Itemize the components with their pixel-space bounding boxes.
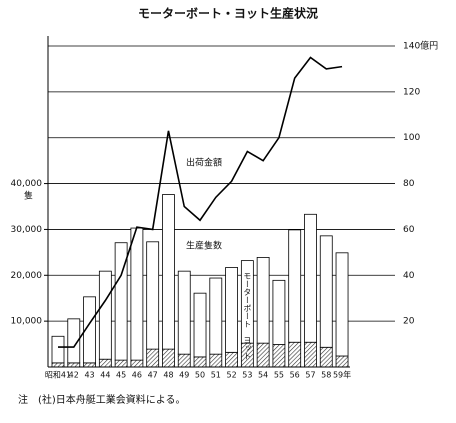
bar-segment — [319, 235, 333, 348]
y2-tick-label: 60 — [403, 225, 415, 235]
y2-tick-label: 20 — [403, 317, 415, 327]
x-tick-label: 53 — [242, 371, 252, 380]
bar-segment — [146, 241, 160, 350]
x-tick-label: 49 — [179, 371, 189, 380]
x-tick-label: 52 — [226, 371, 236, 380]
x-tick-label: 59年 — [333, 370, 351, 380]
y-label: 隻 — [24, 190, 33, 202]
bar-segment — [177, 270, 191, 355]
series-label: モーターボート — [243, 272, 252, 328]
x-tick-label: 44 — [100, 371, 110, 380]
x-tick-label: 51 — [211, 371, 221, 380]
chart-title: モーターボート・ヨット生産状況 — [138, 6, 318, 21]
y-tick-label: 10,000 — [11, 317, 43, 327]
y-tick-label: 40,000 — [11, 179, 43, 189]
x-tick-label: 43 — [84, 371, 94, 380]
bar-segment — [304, 213, 317, 343]
bar-segment — [83, 296, 96, 364]
bar-segment — [177, 353, 191, 368]
bar-segment — [335, 355, 349, 368]
bar-segment — [83, 362, 96, 368]
x-tick-label: 55 — [274, 371, 284, 380]
bar-segment — [130, 227, 144, 361]
bar-segment — [162, 348, 175, 368]
bar-segment — [256, 257, 270, 344]
bar-segment — [130, 359, 144, 368]
line-label: 出荷金額 — [186, 157, 222, 169]
bar-label: 生産隻数 — [186, 240, 222, 252]
x-tick-label: 45 — [116, 371, 126, 380]
x-tick-label: 56 — [290, 371, 300, 380]
bar-segment — [162, 194, 175, 350]
y-tick-label: 20,000 — [11, 271, 43, 281]
y2-tick-label: 80 — [403, 179, 415, 189]
bar-segment — [193, 292, 207, 358]
line — [58, 56, 343, 348]
x-tick-label: 42 — [69, 371, 79, 380]
bar-segment — [304, 341, 317, 368]
series-label: ヨット — [243, 336, 252, 360]
bar-segment — [114, 359, 128, 368]
bar-segment — [209, 277, 223, 355]
bar-segment — [319, 346, 333, 368]
y-tick-label: 30,000 — [11, 225, 43, 235]
y2-tick-label: 100 — [403, 133, 420, 143]
x-tick-label: 57 — [305, 371, 315, 380]
bar-segment — [98, 270, 112, 360]
note: 注 (社)日本舟艇工業会資料による。 — [18, 393, 186, 406]
bar-segment — [67, 318, 81, 364]
x-tick-label: 58 — [321, 371, 331, 380]
bar-segment — [272, 279, 286, 345]
bar-segment — [240, 260, 254, 344]
bar-segment — [51, 362, 65, 368]
y2-tick-label: 120 — [403, 87, 420, 97]
bar-segment — [335, 252, 349, 357]
x-tick-label: 54 — [258, 371, 268, 380]
x-tick-label: 47 — [148, 371, 158, 380]
bar-segment — [288, 341, 302, 368]
bar-segment — [209, 353, 223, 368]
x-tick-label: 48 — [163, 371, 173, 380]
y2-tick-label: 140億円 — [403, 40, 438, 52]
bar-segment — [51, 335, 65, 364]
bar-segment — [193, 356, 207, 368]
x-tick-label: 昭和41 — [45, 371, 71, 380]
bar-segment — [225, 267, 238, 353]
bar-segment — [256, 342, 270, 368]
y2-tick-label: 40 — [403, 271, 415, 281]
x-tick-label: 50 — [195, 371, 205, 380]
x-tick-label: 46 — [132, 371, 142, 380]
bar-segment — [272, 344, 286, 368]
bar-segment — [146, 348, 160, 368]
bar-segment — [67, 362, 81, 368]
bar-segment — [98, 358, 112, 368]
bar-segment — [114, 242, 128, 361]
bar-segment — [288, 229, 302, 343]
bar-segment — [225, 351, 238, 368]
